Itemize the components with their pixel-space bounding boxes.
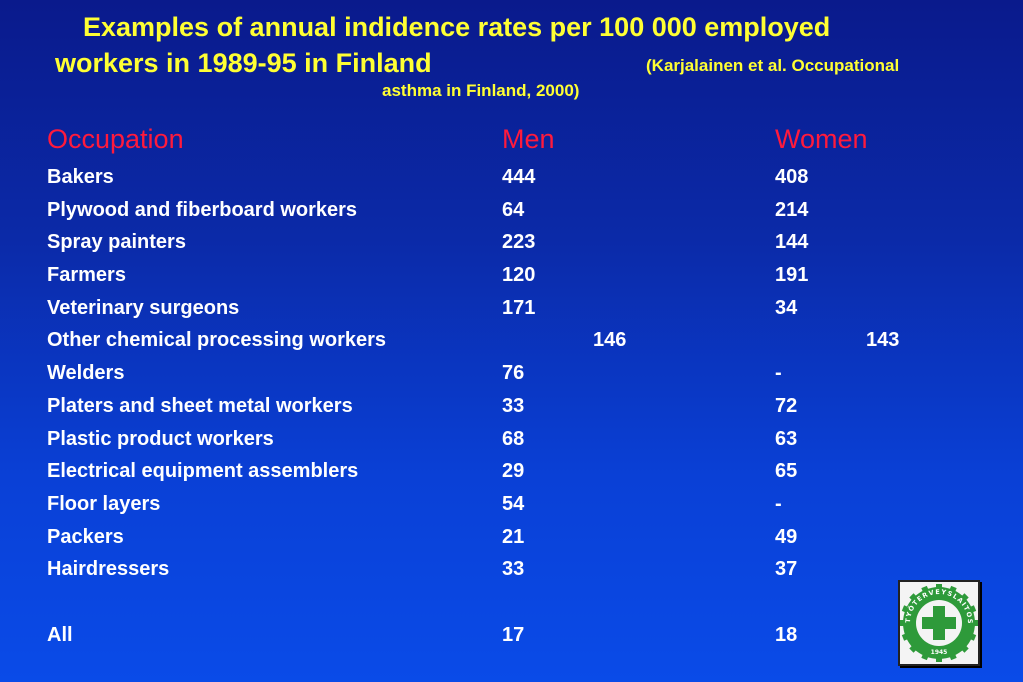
occupation-cell: Bakers	[47, 166, 114, 188]
women-cell: 72	[775, 394, 798, 417]
men-cell: 171	[502, 296, 536, 319]
occupation-cell: All	[47, 623, 73, 646]
incidence-table: Bakers 444 408 Plywood and fiberboard wo…	[0, 164, 1023, 654]
men-cell: 29	[502, 460, 525, 483]
table-row: Packers 21 49	[0, 524, 1023, 557]
women-cell: 63	[775, 427, 798, 450]
citation-line-2: asthma in Finland, 2000)	[382, 81, 580, 100]
men-cell: 146	[593, 329, 627, 352]
table-row: Plastic product workers 68 63	[0, 426, 1023, 459]
men-cell: 120	[502, 264, 536, 287]
occupation-cell: Plastic product workers	[47, 427, 274, 450]
women-cell: 49	[775, 525, 798, 548]
table-row: Hairdressers 33 37	[0, 556, 1023, 589]
men-cell: 64	[502, 198, 525, 221]
women-cell: -	[775, 492, 782, 515]
occupation-cell: Platers and sheet metal workers	[47, 394, 353, 417]
occupation-cell: Electrical equipment assemblers	[47, 460, 359, 483]
occupation-cell: Hairdressers	[47, 558, 170, 581]
men-cell: 33	[502, 394, 525, 417]
table-spacer	[0, 589, 1023, 622]
women-cell: 408	[775, 166, 809, 188]
men-cell: 68	[502, 427, 525, 450]
header-men: Men	[502, 124, 555, 154]
occupation-cell: Plywood and fiberboard workers	[47, 198, 358, 221]
table-total-row: All 17 18	[0, 622, 1023, 655]
table-row: Veterinary surgeons 171 34	[0, 295, 1023, 328]
women-cell: 37	[775, 558, 798, 581]
institute-logo: TYÖTERVEYSLAITOS 1945	[898, 580, 980, 666]
men-cell: 223	[502, 231, 536, 254]
occupation-cell: Spray painters	[47, 231, 186, 254]
header-occupation: Occupation	[47, 124, 184, 154]
women-cell: 143	[866, 329, 900, 352]
table-row: Bakers 444 408	[0, 164, 1023, 197]
women-cell: 214	[775, 198, 809, 221]
table-row: Electrical equipment assemblers 29 65	[0, 458, 1023, 491]
occupation-cell: Packers	[47, 525, 124, 548]
table-row: Floor layers 54 -	[0, 491, 1023, 524]
men-cell: 54	[502, 492, 525, 515]
table-row: Plywood and fiberboard workers 64 214	[0, 197, 1023, 230]
men-cell: 17	[502, 623, 525, 646]
institute-seal-icon: TYÖTERVEYSLAITOS 1945	[900, 584, 978, 662]
occupation-cell: Welders	[47, 362, 125, 385]
women-cell: 144	[775, 231, 809, 254]
header-women: Women	[775, 124, 868, 154]
table-row: Spray painters 223 144	[0, 229, 1023, 262]
men-cell: 444	[502, 166, 536, 188]
men-cell: 33	[502, 558, 525, 581]
table-row: Other chemical processing workers 146 14…	[0, 327, 1023, 360]
logo-year: 1945	[931, 649, 948, 656]
occupation-cell: Floor layers	[47, 492, 161, 515]
citation-line-1: (Karjalainen et al. Occupational	[646, 56, 900, 75]
men-cell: 21	[502, 525, 525, 548]
table-row: Platers and sheet metal workers 33 72	[0, 393, 1023, 426]
occupation-cell: Other chemical processing workers	[47, 329, 387, 352]
title-line-1: Examples of annual indidence rates per 1…	[83, 12, 831, 42]
title-line-2: workers in 1989-95 in Finland	[55, 48, 432, 78]
women-cell: -	[775, 362, 782, 385]
women-cell: 18	[775, 623, 798, 646]
men-cell: 76	[502, 362, 525, 385]
occupation-cell: Veterinary surgeons	[47, 296, 240, 319]
occupation-cell: Farmers	[47, 264, 126, 287]
women-cell: 34	[775, 296, 798, 319]
table-row: Welders 76 -	[0, 360, 1023, 393]
women-cell: 191	[775, 264, 809, 287]
women-cell: 65	[775, 460, 798, 483]
table-row: Farmers 120 191	[0, 262, 1023, 295]
